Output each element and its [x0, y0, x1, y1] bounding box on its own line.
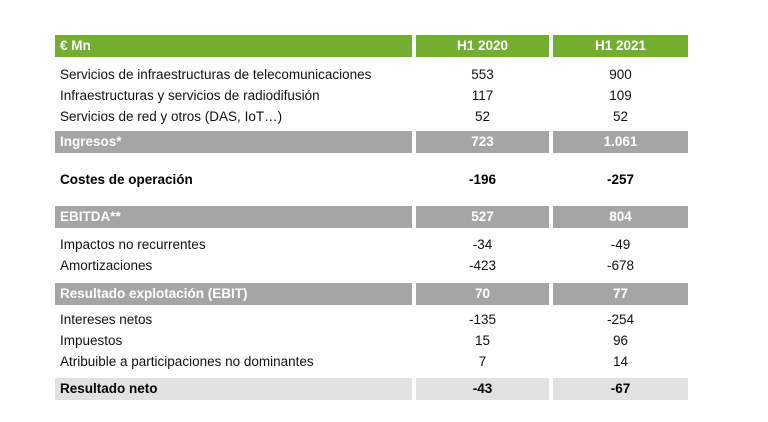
table-row: Resultado explotación (EBIT) 70 77 — [55, 283, 688, 305]
row-value: -43 — [416, 378, 549, 400]
row-value: 900 — [609, 67, 632, 82]
row-value: 77 — [553, 283, 688, 305]
row-label: Ingresos* — [55, 131, 412, 153]
row-label: Impuestos — [60, 333, 123, 348]
row-label: Infraestructuras y servicios de radiodif… — [60, 88, 320, 103]
table-row: Intereses netos -135 -254 — [55, 309, 688, 330]
row-value: -257 — [606, 172, 635, 187]
table-row: Amortizaciones -423 -678 — [55, 255, 688, 276]
row-label: Amortizaciones — [60, 258, 153, 273]
row-value: 14 — [612, 354, 629, 369]
row-value: 15 — [474, 333, 491, 348]
row-value: -135 — [468, 312, 497, 327]
header-column: H1 2020 — [416, 35, 549, 57]
table-row: Ingresos* 723 1.061 — [55, 131, 688, 153]
table-row: Infraestructuras y servicios de radiodif… — [55, 85, 688, 106]
table-row: Servicios de red y otros (DAS, IoT…) 52 52 — [55, 106, 688, 127]
row-value: 109 — [609, 88, 632, 103]
row-value: -423 — [468, 258, 497, 273]
row-label: EBITDA** — [55, 206, 412, 228]
table-row: Atribuible a participaciones no dominant… — [55, 351, 688, 372]
row-value: 1.061 — [553, 131, 688, 153]
row-value: 70 — [416, 283, 549, 305]
table-row: Resultado neto -43 -67 — [55, 378, 688, 400]
row-value: -67 — [553, 378, 688, 400]
row-value: 52 — [474, 109, 491, 124]
row-value: 723 — [416, 131, 549, 153]
row-value: -678 — [606, 258, 635, 273]
row-value: -49 — [610, 237, 631, 252]
row-value: -254 — [606, 312, 635, 327]
row-label: Atribuible a participaciones no dominant… — [60, 354, 314, 369]
header-row: € Mn H1 2020 H1 2021 — [55, 35, 688, 57]
table-row: Servicios de infraestructuras de telecom… — [55, 64, 688, 85]
row-label: Intereses netos — [60, 312, 153, 327]
header-label: € Mn — [55, 35, 412, 57]
row-value: 804 — [553, 206, 688, 228]
row-label: Costes de operación — [60, 172, 193, 187]
table-row: Costes de operación -196 -257 — [55, 169, 688, 190]
row-value: 527 — [416, 206, 549, 228]
row-value: -196 — [468, 172, 497, 187]
table-row: Impuestos 15 96 — [55, 330, 688, 351]
row-value: 96 — [612, 333, 629, 348]
row-label: Resultado explotación (EBIT) — [55, 283, 412, 305]
row-label: Impactos no recurrentes — [60, 237, 206, 252]
row-value: 52 — [612, 109, 629, 124]
table-row: Impactos no recurrentes -34 -49 — [55, 234, 688, 255]
table-row: EBITDA** 527 804 — [55, 206, 688, 228]
header-column: H1 2021 — [553, 35, 688, 57]
row-label: Servicios de red y otros (DAS, IoT…) — [60, 109, 283, 124]
row-value: 117 — [471, 88, 494, 103]
row-label: Resultado neto — [55, 378, 412, 400]
row-value: 553 — [471, 67, 494, 82]
row-value: 7 — [478, 354, 487, 369]
row-label: Servicios de infraestructuras de telecom… — [60, 67, 372, 82]
row-value: -34 — [472, 237, 493, 252]
